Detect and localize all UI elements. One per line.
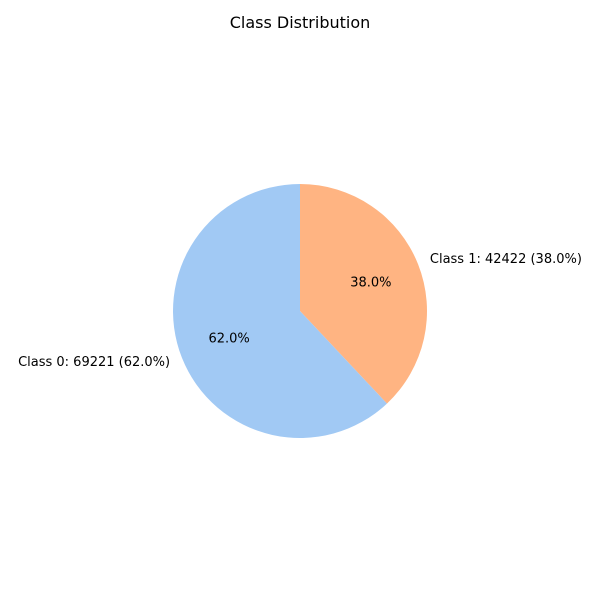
slice-label-0: Class 1: 42422 (38.0%) bbox=[430, 252, 582, 267]
pie-labels: Class 1: 42422 (38.0%) 38.0% Class 0: 6922… bbox=[18, 252, 582, 370]
pie-slice-0 bbox=[300, 184, 428, 404]
pie-slice-1 bbox=[173, 184, 387, 438]
chart-title: Class Distribution bbox=[230, 13, 371, 32]
slice-label-1: Class 0: 69221 (62.0%) bbox=[18, 355, 170, 370]
slice-percent-1: 62.0% bbox=[208, 332, 249, 347]
pie-slices bbox=[173, 184, 428, 438]
slice-percent-0: 38.0% bbox=[350, 275, 391, 290]
